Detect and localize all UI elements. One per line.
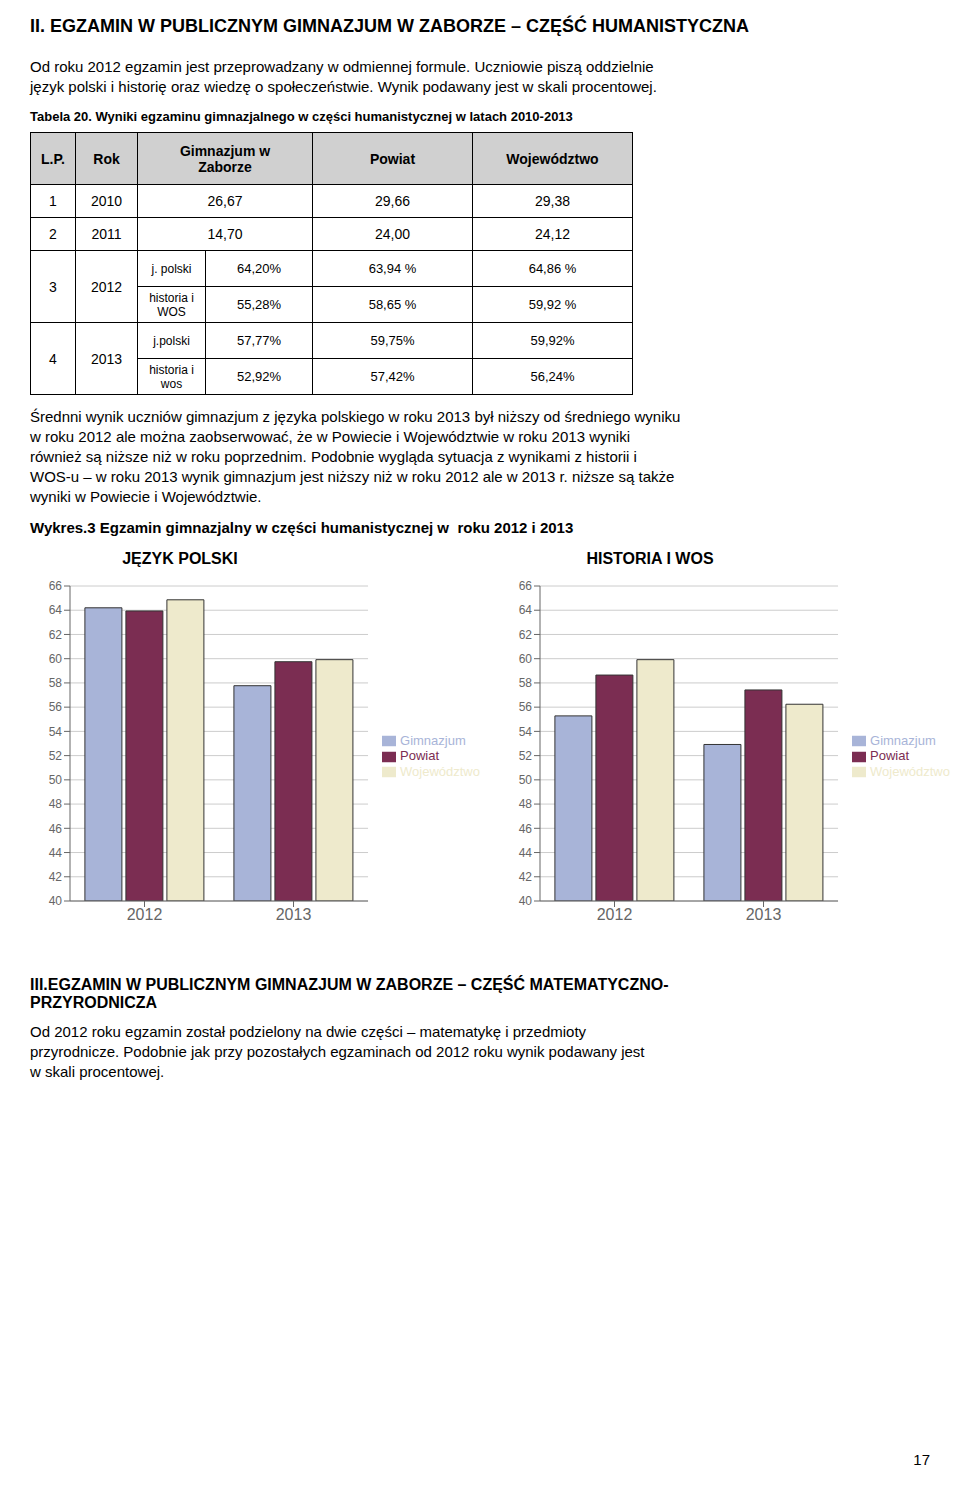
html-text:j. polski: j. polski <box>151 261 192 276</box>
html-text:Powiat: Powiat <box>370 150 416 167</box>
html-text:2011: 2011 <box>91 226 122 242</box>
html-text:w roku 2012 ale można zaobserw: w roku 2012 ale można zaobserwować, że w… <box>30 428 630 445</box>
html-text:Gimnazjum: Gimnazjum <box>400 732 466 748</box>
html-text:3: 3 <box>49 278 57 295</box>
svg-text:58: 58 <box>519 676 533 690</box>
html-text:56,24%: 56,24% <box>530 369 575 384</box>
html-text:historia i WOS: historia i WOS <box>149 290 194 319</box>
html-text:52,92%: 52,92% <box>237 369 281 384</box>
html-text:PRZYRODNICZA: PRZYRODNICZA <box>30 994 158 1011</box>
svg-text:46: 46 <box>49 822 63 836</box>
html-text:wyniki w Powiecie i Województw: wyniki w Powiecie i Województwie. <box>30 488 262 505</box>
svg-text:50: 50 <box>519 773 533 787</box>
html-text:2010: 2010 <box>90 193 123 209</box>
html-text:63,94 %: 63,94 % <box>368 261 417 276</box>
html-text:Województwo: Województwo <box>506 150 599 167</box>
html-text:Wykres.3 Egzamin gimnazjalny w: Wykres.3 Egzamin gimnazjalny w części hu… <box>30 519 574 536</box>
html-text:j.polski: j.polski <box>153 333 190 348</box>
html-text:4: 4 <box>49 350 57 367</box>
html-text:Powiat: Powiat <box>870 748 910 764</box>
svg-text:48: 48 <box>519 797 533 811</box>
html-text:58,65 %: 58,65 % <box>368 297 417 312</box>
svg-text:48: 48 <box>49 797 63 811</box>
html-text:57,77%: 57,77% <box>237 333 281 348</box>
html-text:64,86 %: 64,86 % <box>528 261 577 276</box>
html-text:Województwo: Województwo <box>400 763 480 779</box>
html-text:26,67: 26,67 <box>207 193 243 209</box>
html-text:WOS-u – w roku 2013 wynik gimn: WOS-u – w roku 2013 wynik gimnazjum jest… <box>30 468 675 485</box>
html-text:17: 17 <box>913 1451 930 1468</box>
html-text:59,92%: 59,92% <box>530 333 575 348</box>
html-text:III.EGZAMIN W PUBLICZNYM GIMNA: III.EGZAMIN W PUBLICZNYM GIMNAZJUM W ZAB… <box>30 976 669 993</box>
html-text:2013: 2013 <box>90 350 123 367</box>
html-text:2012: 2012 <box>90 278 123 295</box>
html-text:55,28%: 55,28% <box>237 297 281 312</box>
html-text:L.P.: L.P. <box>41 150 65 167</box>
svg-text:58: 58 <box>49 676 63 690</box>
svg-text:56: 56 <box>49 700 63 714</box>
html-text:Powiat: Powiat <box>400 748 440 764</box>
svg-text:42: 42 <box>519 870 533 884</box>
svg-text:44: 44 <box>49 846 63 860</box>
svg-text:2012: 2012 <box>127 906 163 923</box>
svg-text:62: 62 <box>49 628 63 642</box>
svg-text:54: 54 <box>519 725 533 739</box>
html-text:Gimnazjum w Zaborze: Gimnazjum w Zaborze <box>179 142 271 175</box>
svg-text:52: 52 <box>49 749 63 763</box>
html-text:język polski i historię oraz w: język polski i historię oraz wiedzę o sp… <box>30 78 657 95</box>
svg-text:64: 64 <box>519 603 533 617</box>
html-text:Tabela 20. Wyniki egzaminu gim: Tabela 20. Wyniki egzaminu gimnazjalnego… <box>30 109 573 124</box>
html-text:HISTORIA I WOS: HISTORIA I WOS <box>586 550 714 567</box>
svg-text:46: 46 <box>519 822 533 836</box>
html-text:również są niższe niż w roku p: również są niższe niż w roku poprzednim.… <box>30 448 637 465</box>
html-text:Od 2012 roku egzamin został po: Od 2012 roku egzamin został podzielony n… <box>30 1023 587 1040</box>
html-text:24,12: 24,12 <box>535 226 570 242</box>
html-text:historia i wos: historia i wos <box>149 362 194 391</box>
html-text:24,00: 24,00 <box>375 226 410 242</box>
html-text:59,92 %: 59,92 % <box>528 297 577 312</box>
html-text:64,20%: 64,20% <box>237 261 281 276</box>
svg-text:44: 44 <box>519 846 533 860</box>
svg-text:2013: 2013 <box>746 906 782 923</box>
html-text:w skali procentowej.: w skali procentowej. <box>30 1063 165 1080</box>
svg-text:66: 66 <box>519 579 533 593</box>
html-text:Od roku 2012 egzamin jest prze: Od roku 2012 egzamin jest przeprowadzany… <box>30 58 654 75</box>
html-text:1: 1 <box>49 193 57 209</box>
svg-text:64: 64 <box>49 603 63 617</box>
html-text:Gimnazjum: Gimnazjum <box>870 732 936 748</box>
html-text:II. EGZAMIN W PUBLICZNYM GIMNA: II. EGZAMIN W PUBLICZNYM GIMNAZJUM W ZAB… <box>30 16 749 36</box>
svg-text:42: 42 <box>49 870 63 884</box>
svg-text:2012: 2012 <box>597 906 633 923</box>
svg-text:40: 40 <box>49 894 63 908</box>
html-text:57,42%: 57,42% <box>370 369 415 384</box>
svg-text:62: 62 <box>519 628 533 642</box>
svg-text:40: 40 <box>519 894 533 908</box>
html-text:14,70: 14,70 <box>207 226 243 242</box>
svg-text:60: 60 <box>519 652 533 666</box>
svg-text:2013: 2013 <box>276 906 312 923</box>
html-text:Województwo: Województwo <box>870 763 950 779</box>
svg-text:60: 60 <box>49 652 63 666</box>
svg-text:50: 50 <box>49 773 63 787</box>
html-text:2: 2 <box>49 226 57 242</box>
html-text:przyrodnicze. Podobnie jak prz: przyrodnicze. Podobnie jak przy pozostał… <box>30 1043 645 1060</box>
html-text:Średnni wynik uczniów gimnazju: Średnni wynik uczniów gimnazjum z języka… <box>30 408 681 425</box>
svg-text:66: 66 <box>49 579 63 593</box>
html-text:29,66: 29,66 <box>375 193 410 209</box>
html-text:Rok: Rok <box>93 150 120 167</box>
html-text:JĘZYK POLSKI: JĘZYK POLSKI <box>122 550 238 567</box>
html-text:59,75%: 59,75% <box>370 333 415 348</box>
svg-text:56: 56 <box>519 700 533 714</box>
html-text:29,38: 29,38 <box>535 193 570 209</box>
svg-text:54: 54 <box>49 725 63 739</box>
svg-text:52: 52 <box>519 749 533 763</box>
